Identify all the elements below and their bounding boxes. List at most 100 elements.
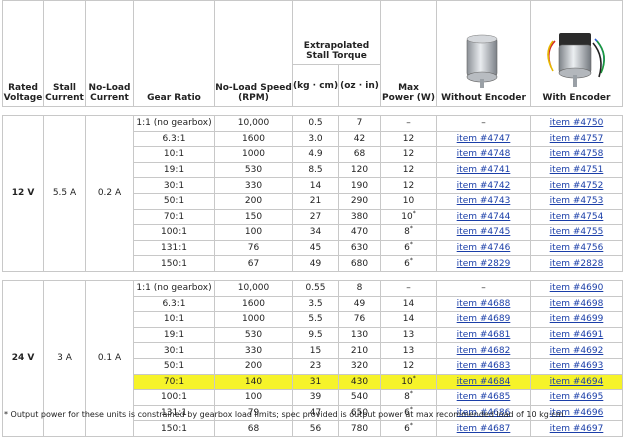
max-power-value: 12 bbox=[403, 361, 414, 371]
without-encoder-item-link[interactable]: item #4688 bbox=[457, 299, 511, 309]
torque-ozin-cell: 190 bbox=[339, 178, 381, 194]
without-encoder-item-link[interactable]: item #4741 bbox=[457, 165, 511, 175]
no-load-speed-cell: 530 bbox=[215, 162, 293, 178]
max-power-cell: 12 bbox=[381, 178, 437, 194]
no-load-speed-cell: 530 bbox=[215, 327, 293, 343]
power-footnote-marker: * bbox=[410, 257, 413, 264]
without-encoder-item-link[interactable]: item #4744 bbox=[457, 212, 511, 222]
group-spacer bbox=[3, 271, 623, 280]
torque-ozin-cell: 540 bbox=[339, 390, 381, 406]
without-encoder-item-link[interactable]: item #4689 bbox=[457, 314, 511, 324]
without-encoder-item-link[interactable]: item #4748 bbox=[457, 149, 511, 159]
with-encoder-item-link[interactable]: item #4755 bbox=[550, 227, 604, 237]
without-encoder-item-link[interactable]: item #4743 bbox=[457, 196, 511, 206]
torque-kgcm-cell: 9.5 bbox=[293, 327, 339, 343]
torque-kgcm-cell: 45 bbox=[293, 240, 339, 256]
max-power-cell: 14 bbox=[381, 296, 437, 312]
power-footnote-marker: * bbox=[410, 225, 413, 232]
max-power-value: 10 bbox=[403, 196, 414, 206]
max-power-value: 10 bbox=[401, 212, 412, 222]
torque-ozin-cell: 8 bbox=[339, 280, 381, 296]
with-encoder-item-link[interactable]: item #4692 bbox=[550, 346, 604, 356]
without-encoder-item-link[interactable]: item #4684 bbox=[457, 377, 511, 387]
with-encoder-item-link[interactable]: item #4750 bbox=[550, 118, 604, 128]
with-encoder-item-link[interactable]: item #4697 bbox=[550, 424, 604, 434]
max-power-value: – bbox=[406, 283, 411, 293]
header-stall-torque: Extrapolated Stall Torque bbox=[293, 1, 381, 65]
without-encoder-item-link[interactable]: item #4681 bbox=[457, 330, 511, 340]
torque-ozin-cell: 130 bbox=[339, 327, 381, 343]
without-encoder-item-link[interactable]: item #4687 bbox=[457, 424, 511, 434]
with-encoder-cell: item #4751 bbox=[531, 162, 623, 178]
no-load-speed-cell: 10,000 bbox=[215, 280, 293, 296]
no-load-speed-cell: 1600 bbox=[215, 131, 293, 147]
with-encoder-cell: item #4690 bbox=[531, 280, 623, 296]
with-encoder-item-link[interactable]: item #4751 bbox=[550, 165, 604, 175]
torque-ozin-cell: 680 bbox=[339, 256, 381, 272]
with-encoder-cell: item #4754 bbox=[531, 209, 623, 225]
torque-kgcm-cell: 15 bbox=[293, 343, 339, 359]
header-rated-voltage: Rated Voltage bbox=[3, 1, 44, 107]
gear-ratio-cell: 1:1 (no gearbox) bbox=[134, 116, 215, 132]
torque-kgcm-cell: 5.5 bbox=[293, 312, 339, 328]
without-encoder-cell: item #4682 bbox=[437, 343, 531, 359]
with-encoder-item-link[interactable]: item #4693 bbox=[550, 361, 604, 371]
without-encoder-item-link[interactable]: item #4682 bbox=[457, 346, 511, 356]
with-encoder-item-link[interactable]: item #4695 bbox=[550, 392, 604, 402]
with-encoder-item-link[interactable]: item #4757 bbox=[550, 134, 604, 144]
torque-kgcm-cell: 56 bbox=[293, 421, 339, 437]
torque-kgcm-cell: 3.5 bbox=[293, 296, 339, 312]
torque-kgcm-cell: 3.0 bbox=[293, 131, 339, 147]
without-encoder-item-link[interactable]: item #4746 bbox=[457, 243, 511, 253]
no-load-speed-cell: 330 bbox=[215, 343, 293, 359]
max-power-value: 12 bbox=[403, 181, 414, 191]
group-no-load-current: 0.2 A bbox=[86, 116, 134, 272]
max-power-cell: 6* bbox=[381, 256, 437, 272]
torque-ozin-cell: 290 bbox=[339, 193, 381, 209]
max-power-cell: 12 bbox=[381, 147, 437, 163]
torque-kgcm-cell: 34 bbox=[293, 225, 339, 241]
with-encoder-item-link[interactable]: item #4698 bbox=[550, 299, 604, 309]
without-encoder-item-link[interactable]: item #4685 bbox=[457, 392, 511, 402]
with-encoder-item-link[interactable]: item #4694 bbox=[550, 377, 604, 387]
gear-ratio-cell: 50:1 bbox=[134, 193, 215, 209]
table-row: 12 V 5.5 A 0.2 A 1:1 (no gearbox) 10,000 0.5 7… bbox=[3, 116, 623, 132]
torque-ozin-cell: 49 bbox=[339, 296, 381, 312]
max-power-cell: 6* bbox=[381, 240, 437, 256]
without-encoder-cell: item #4689 bbox=[437, 312, 531, 328]
no-load-speed-cell: 68 bbox=[215, 421, 293, 437]
without-encoder-item-link[interactable]: item #4745 bbox=[457, 227, 511, 237]
torque-kgcm-cell: 23 bbox=[293, 358, 339, 374]
with-encoder-item-link[interactable]: item #4758 bbox=[550, 149, 604, 159]
with-encoder-cell: item #4755 bbox=[531, 225, 623, 241]
gear-ratio-cell: 19:1 bbox=[134, 162, 215, 178]
no-load-speed-cell: 100 bbox=[215, 390, 293, 406]
power-footnote-marker: * bbox=[410, 241, 413, 248]
with-encoder-item-link[interactable]: item #4691 bbox=[550, 330, 604, 340]
without-encoder-cell: item #4685 bbox=[437, 390, 531, 406]
max-power-value: 14 bbox=[403, 314, 414, 324]
with-encoder-item-link[interactable]: item #2828 bbox=[550, 259, 604, 269]
with-encoder-cell: item #4695 bbox=[531, 390, 623, 406]
without-encoder-item-link[interactable]: item #4747 bbox=[457, 134, 511, 144]
torque-kgcm-cell: 0.5 bbox=[293, 116, 339, 132]
power-footnote-marker: * bbox=[413, 375, 416, 382]
torque-ozin-cell: 320 bbox=[339, 358, 381, 374]
without-encoder-label: Without Encoder bbox=[441, 93, 526, 103]
without-encoder-item-link[interactable]: item #4742 bbox=[457, 181, 511, 191]
with-encoder-item-link[interactable]: item #4754 bbox=[550, 212, 604, 222]
header-without-encoder: Without Encoder bbox=[437, 1, 531, 107]
torque-ozin-cell: 210 bbox=[339, 343, 381, 359]
no-load-speed-cell: 330 bbox=[215, 178, 293, 194]
with-encoder-item-link[interactable]: item #4756 bbox=[550, 243, 604, 253]
footnote: * Output power for these units is constr… bbox=[4, 410, 566, 419]
with-encoder-item-link[interactable]: item #4690 bbox=[550, 283, 604, 293]
with-encoder-item-link[interactable]: item #4699 bbox=[550, 314, 604, 324]
without-encoder-item-link[interactable]: item #4683 bbox=[457, 361, 511, 371]
max-power-value: 13 bbox=[403, 330, 414, 340]
without-encoder-item-link[interactable]: item #2829 bbox=[457, 259, 511, 269]
with-encoder-item-link[interactable]: item #4752 bbox=[550, 181, 604, 191]
with-encoder-cell: item #4699 bbox=[531, 312, 623, 328]
with-encoder-item-link[interactable]: item #4753 bbox=[550, 196, 604, 206]
